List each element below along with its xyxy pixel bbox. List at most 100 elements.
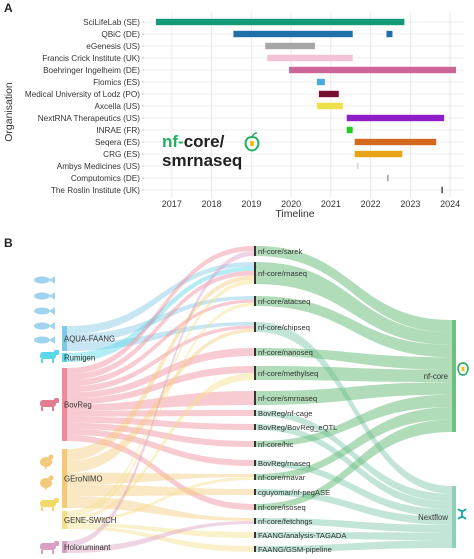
org-label: Axcella (US) xyxy=(95,102,141,111)
source-node xyxy=(62,449,67,508)
flow-link xyxy=(256,410,452,502)
flow-link xyxy=(67,416,254,430)
flow-link xyxy=(67,266,254,362)
timeline-bar xyxy=(155,18,405,26)
flow-link xyxy=(256,322,452,494)
pipeline-label: BovReg/BovReg_eQTL xyxy=(258,423,337,432)
x-tick-label: 2018 xyxy=(202,199,222,209)
flow-link xyxy=(256,460,452,517)
flow-link xyxy=(67,328,254,473)
source-node xyxy=(62,511,67,529)
logo-core: core/ xyxy=(184,132,225,151)
fish-icon xyxy=(34,292,55,300)
source-label: GEroNIMO xyxy=(64,475,103,484)
logo-pipeline: smrnaseq xyxy=(162,151,242,170)
flow-link xyxy=(67,496,254,521)
org-label: Ambys Medicines (US) xyxy=(57,162,141,171)
flow-link xyxy=(256,394,452,447)
source-label: Holoruminant xyxy=(64,543,111,552)
timeline-chart: SciLifeLab (SE) QBiC (DE) eGenesis (US) Fra… xyxy=(3,12,464,220)
flow-link xyxy=(256,407,452,480)
nf-core-apple-icon xyxy=(457,362,469,376)
timeline-bar xyxy=(387,174,389,182)
panel-a-label: A xyxy=(4,1,13,15)
source-label: Rumigen xyxy=(64,354,95,363)
flow-link xyxy=(256,518,452,533)
pipeline-node xyxy=(254,460,256,466)
flow-link xyxy=(67,434,254,510)
flow-link xyxy=(67,428,254,466)
flow-link xyxy=(256,366,452,383)
source-node xyxy=(62,541,67,553)
timeline-bar xyxy=(233,30,353,38)
pipeline-node xyxy=(254,296,256,306)
cow-icon xyxy=(40,541,59,554)
pipeline-label: nf-core/methylseq xyxy=(258,369,318,378)
source-label: GENE-SWitCH xyxy=(64,516,116,525)
panel-b-label: B xyxy=(4,236,13,250)
x-tick-label: 2022 xyxy=(361,199,381,209)
pipeline-node xyxy=(254,518,256,524)
pipeline-node xyxy=(254,546,256,552)
pipeline-label: FAANG/GSM-pipeline xyxy=(258,545,332,554)
x-tick-label: 2021 xyxy=(321,199,341,209)
flow-link xyxy=(256,262,452,345)
timeline-bar xyxy=(265,42,315,50)
x-tick-label: 2024 xyxy=(440,199,460,209)
pipeline-label: nf-core/chipseq xyxy=(258,323,310,332)
source-node xyxy=(62,368,67,441)
svg-text:nf-core/: nf-core/ xyxy=(162,132,225,151)
flow-link xyxy=(256,540,452,552)
org-label: CRG (ES) xyxy=(103,150,140,159)
pipeline-node xyxy=(254,474,256,480)
target-node xyxy=(452,320,456,432)
flow-link xyxy=(67,410,254,417)
flow-link xyxy=(67,366,254,405)
pipeline-label: cguyomar/nf-pegASE xyxy=(258,488,330,497)
flow-link xyxy=(67,523,254,538)
pipeline-node xyxy=(254,532,256,538)
source-node xyxy=(62,353,67,362)
apple-logo-icon xyxy=(244,132,260,152)
org-label: INRAE (FR) xyxy=(96,126,140,135)
pipeline-label: nf-core/rnaseq xyxy=(258,269,307,278)
timeline-bar xyxy=(386,30,393,38)
pig-icon xyxy=(40,498,59,511)
flow-link xyxy=(67,279,254,514)
flow-link xyxy=(67,322,254,351)
y-axis-title: Organisation xyxy=(3,82,15,142)
pipeline-node xyxy=(254,246,256,256)
x-axis-title: Timeline xyxy=(275,208,314,220)
sheep-icon xyxy=(40,350,59,363)
timeline-bar xyxy=(346,126,353,134)
pipeline-label: nf-core/atacseq xyxy=(258,297,310,306)
pipeline-node xyxy=(254,262,256,284)
timeline-bar xyxy=(318,90,339,98)
pipeline-label: nf-core/nanoseq xyxy=(258,348,313,357)
pipeline-label: nf-core/sarek xyxy=(258,247,303,256)
cow-icon xyxy=(40,398,59,411)
flow-link xyxy=(67,391,254,411)
flow-link xyxy=(67,477,254,523)
timeline-bar xyxy=(346,114,445,122)
target-node xyxy=(452,486,456,548)
flow-link xyxy=(256,532,452,541)
flow-link xyxy=(67,521,254,553)
flow-link xyxy=(67,484,254,497)
pipeline-node xyxy=(254,441,256,447)
pipeline-node xyxy=(254,366,256,380)
org-label: SciLifeLab (SE) xyxy=(83,18,140,27)
flow-link xyxy=(67,302,254,517)
flow-link xyxy=(256,419,452,510)
org-label: Medical University of Lodz (PO) xyxy=(25,90,140,99)
pipeline-label: nf-core/hic xyxy=(258,440,294,449)
target-label: Nextflow xyxy=(418,513,448,522)
pipeline-label: nf-core/rnavar xyxy=(258,473,306,482)
timeline-bar xyxy=(356,162,359,170)
sankey-diagram: AQUA-FAANG Rumigen BovReg GEroNIMO GENE-SWit… xyxy=(34,246,469,554)
pipeline-label: BovReg/nf-cage xyxy=(258,409,312,418)
x-tick-label: 2019 xyxy=(241,199,261,209)
flow-link xyxy=(256,382,452,405)
chicken-icon xyxy=(40,475,54,490)
fish-icon xyxy=(34,307,55,315)
